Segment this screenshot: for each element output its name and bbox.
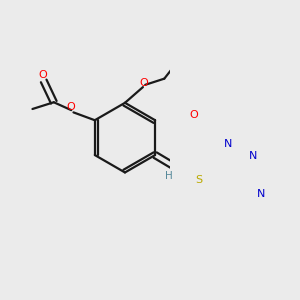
Text: N: N: [249, 151, 257, 160]
Text: S: S: [195, 175, 202, 185]
Text: N: N: [224, 140, 232, 149]
Text: O: O: [189, 110, 198, 120]
Text: N: N: [257, 189, 266, 199]
Text: O: O: [140, 78, 148, 88]
Text: O: O: [39, 70, 47, 80]
Text: O: O: [67, 102, 76, 112]
Text: H: H: [165, 171, 172, 182]
